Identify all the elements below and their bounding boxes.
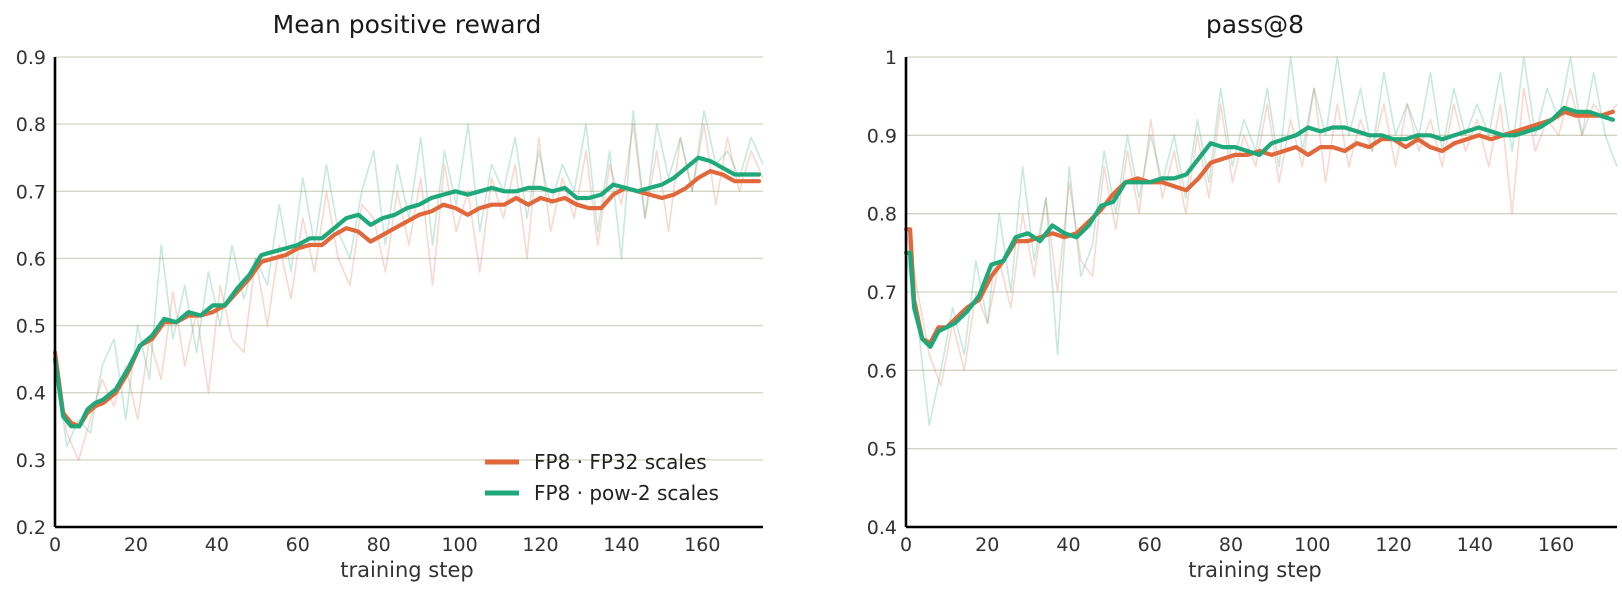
tick-labels: 0.4 0.5 0.6 0.7 0.8 0.9 1 0 20 40 60 80 100 120 140 160 <box>867 47 1574 556</box>
axes <box>904 57 1617 529</box>
y-tick-label-1: 0.5 <box>867 439 897 461</box>
x-tick-label-6: 120 <box>1375 534 1411 556</box>
x-tick-label-2: 40 <box>1056 534 1080 556</box>
x-axis-label: training step <box>1188 558 1321 582</box>
x-tick-label-3: 60 <box>286 534 310 556</box>
series-line-fp32 <box>903 109 1616 345</box>
series-line-pow2 <box>52 155 762 429</box>
chart-title: Mean positive reward <box>273 10 542 39</box>
grid-lines <box>55 56 763 461</box>
x-tick-label-0: 0 <box>900 534 912 556</box>
x-tick-label-5: 100 <box>1294 534 1330 556</box>
y-tick-label-6: 1 <box>885 47 897 69</box>
x-tick-label-4: 80 <box>367 534 391 556</box>
legend: FP8 · FP32 scales FP8 · pow-2 scales <box>485 450 719 505</box>
y-tick-label-7: 0.9 <box>16 47 46 69</box>
x-tick-label-7: 140 <box>1457 534 1493 556</box>
x-tick-label-4: 80 <box>1219 534 1243 556</box>
axes <box>53 57 763 529</box>
raw-series-lines <box>54 109 764 461</box>
y-tick-label-0: 0.2 <box>16 517 46 539</box>
x-tick-label-8: 160 <box>684 534 720 556</box>
x-tick-label-0: 0 <box>49 534 61 556</box>
y-tick-label-2: 0.4 <box>16 383 46 405</box>
tick-labels: 0.2 0.3 0.4 0.5 0.6 0.7 0.8 0.9 0 20 40 60 80 100 120 1… <box>16 47 721 556</box>
raw-line-fp32 <box>54 123 764 461</box>
y-tick-label-5: 0.9 <box>867 125 897 147</box>
legend-label-pow2: FP8 · pow-2 scales <box>534 481 719 505</box>
raw-series-lines <box>905 56 1618 427</box>
chart-title: pass@8 <box>1206 10 1304 39</box>
y-tick-label-3: 0.5 <box>16 316 46 338</box>
x-tick-label-6: 120 <box>522 534 558 556</box>
x-tick-label-2: 40 <box>205 534 229 556</box>
y-tick-label-4: 0.8 <box>867 204 897 226</box>
x-tick-label-3: 60 <box>1138 534 1162 556</box>
x-tick-label-1: 20 <box>975 534 999 556</box>
y-tick-label-6: 0.8 <box>16 114 46 136</box>
series-line-pow2 <box>903 105 1616 349</box>
legend-label-fp32: FP8 · FP32 scales <box>534 450 707 474</box>
x-tick-label-8: 160 <box>1538 534 1574 556</box>
y-tick-label-3: 0.7 <box>867 282 897 304</box>
raw-line-fp32 <box>905 87 1618 387</box>
raw-line-pow2 <box>54 109 764 448</box>
grid-lines <box>906 56 1617 450</box>
x-axis-label: training step <box>340 558 473 582</box>
y-tick-label-5: 0.7 <box>16 181 46 203</box>
x-tick-label-1: 20 <box>124 534 148 556</box>
smoothed-series-lines <box>903 105 1616 349</box>
x-tick-label-7: 140 <box>603 534 639 556</box>
y-tick-label-1: 0.3 <box>16 450 46 472</box>
raw-line-pow2 <box>905 56 1618 427</box>
y-tick-label-0: 0.4 <box>867 517 897 539</box>
chart-mean-positive-reward: 0.2 0.3 0.4 0.5 0.6 0.7 0.8 0.9 0 20 40 60 80 100 120 1… <box>16 10 764 582</box>
chart-pass-at-8: 0.4 0.5 0.6 0.7 0.8 0.9 1 0 20 40 60 80 100 120 140 160… <box>867 10 1618 582</box>
smoothed-series-lines <box>52 155 762 429</box>
x-tick-label-5: 100 <box>441 534 477 556</box>
y-tick-label-2: 0.6 <box>867 360 897 382</box>
y-tick-label-4: 0.6 <box>16 248 46 270</box>
